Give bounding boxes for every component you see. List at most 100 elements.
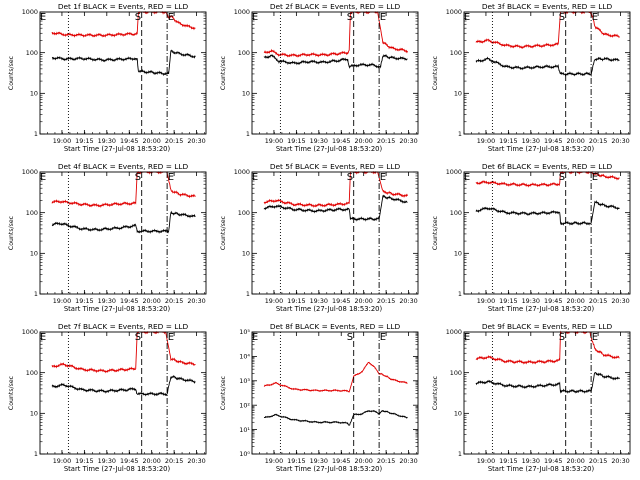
x-tick-label: 19:45 [332, 297, 350, 305]
x-tick-label: 19:45 [332, 137, 350, 145]
series-line-lld [263, 10, 408, 58]
y-tick-label: 1 [34, 130, 38, 138]
x-tick-label: 20:30 [399, 457, 417, 465]
y-axis-label: Counts/sec [432, 55, 439, 90]
y-tick-label: 1000 [446, 8, 462, 16]
x-tick-label: 19:00 [477, 137, 495, 145]
y-axis-label: Counts/sec [220, 375, 227, 410]
x-tick-label: 19:30 [310, 297, 328, 305]
y-tick-label: 1000 [22, 328, 38, 336]
x-tick-label: 19:15 [287, 137, 305, 145]
event-marker-e: E [592, 172, 598, 183]
x-tick-label: 19:15 [75, 297, 93, 305]
y-tick-label: 1000 [234, 8, 250, 16]
plot-frame [463, 171, 631, 295]
x-tick-label: 19:00 [477, 297, 495, 305]
x-tick-label: 19:00 [477, 457, 495, 465]
y-tick-label: 1 [458, 130, 462, 138]
event-marker-e: E [464, 12, 470, 23]
x-axis-label: Start Time (27-Jul-08 18:53:20) [64, 465, 171, 473]
y-tick-label: 100 [238, 209, 250, 217]
x-tick-label: 19:15 [499, 137, 517, 145]
event-marker-e: E [40, 172, 46, 183]
y-tick-label: 10 [30, 250, 38, 258]
event-marker-s: S [347, 172, 353, 183]
x-tick-label: 19:00 [265, 457, 283, 465]
x-tick-label: 19:00 [265, 137, 283, 145]
panel-title: Det 8f BLACK = Events, RED = LLD [270, 322, 401, 331]
x-tick-label: 20:30 [187, 297, 205, 305]
series-line-events [475, 56, 620, 77]
y-tick-label: 100 [450, 209, 462, 217]
x-tick-label: 19:00 [53, 297, 71, 305]
x-tick-label: 20:15 [165, 137, 183, 145]
event-marker-s: S [135, 332, 141, 343]
plot-frame [251, 11, 419, 135]
y-tick-label: 1000 [234, 168, 250, 176]
x-tick-label: 20:15 [589, 297, 607, 305]
y-axis-label: Counts/sec [8, 375, 15, 410]
y-tick-label: 1000 [446, 328, 462, 336]
y-axis-label: Counts/sec [432, 215, 439, 250]
plot-frame [39, 331, 207, 455]
x-tick-label: 19:45 [120, 297, 138, 305]
event-marker-e: E [592, 12, 598, 23]
x-tick-label: 19:00 [265, 297, 283, 305]
y-tick-label: 100 [450, 49, 462, 57]
y-tick-label: 10⁵ [239, 328, 250, 336]
x-tick-label: 20:15 [589, 137, 607, 145]
y-axis-label: Counts/sec [432, 375, 439, 410]
panel-title: Det 5f BLACK = Events, RED = LLD [270, 162, 401, 171]
x-axis-label: Start Time (27-Jul-08 18:53:20) [488, 145, 595, 153]
series-line-lld [51, 10, 196, 38]
event-marker-e: E [168, 332, 174, 343]
series-line-events [51, 49, 196, 77]
event-marker-e: E [592, 332, 598, 343]
x-tick-label: 20:15 [589, 457, 607, 465]
y-tick-label: 10² [239, 401, 250, 409]
y-tick-label: 1000 [22, 8, 38, 16]
panel-title: Det 1f BLACK = Events, RED = LLD [58, 2, 189, 11]
event-marker-s: S [135, 172, 141, 183]
event-marker-s: S [347, 12, 353, 23]
x-tick-label: 19:15 [499, 297, 517, 305]
x-tick-label: 19:30 [310, 457, 328, 465]
x-tick-label: 19:15 [287, 297, 305, 305]
y-tick-label: 100 [26, 49, 38, 57]
plot-frame [463, 11, 631, 135]
event-marker-s: S [559, 332, 565, 343]
series-line-lld [263, 170, 408, 208]
event-marker-e: E [380, 332, 386, 343]
event-marker-e: E [40, 332, 46, 343]
event-marker-s: S [135, 12, 141, 23]
y-tick-label: 100 [450, 369, 462, 377]
x-tick-label: 19:45 [120, 137, 138, 145]
x-tick-label: 20:30 [611, 297, 629, 305]
x-tick-label: 20:00 [566, 137, 584, 145]
y-tick-label: 100 [26, 369, 38, 377]
y-tick-label: 10 [30, 410, 38, 418]
x-tick-label: 20:30 [399, 297, 417, 305]
y-tick-label: 100 [26, 209, 38, 217]
y-tick-label: 1 [34, 450, 38, 458]
series-line-events [51, 210, 196, 234]
x-tick-label: 20:00 [566, 297, 584, 305]
panel-title: Det 4f BLACK = Events, RED = LLD [58, 162, 189, 171]
y-tick-label: 10⁴ [239, 353, 250, 361]
y-tick-label: 1 [458, 450, 462, 458]
event-marker-e: E [168, 12, 174, 23]
y-axis-label: Counts/sec [8, 55, 15, 90]
panel-title: Det 3f BLACK = Events, RED = LLD [482, 2, 613, 11]
x-tick-label: 20:00 [354, 297, 372, 305]
y-tick-label: 10¹ [239, 426, 250, 434]
x-tick-label: 20:15 [165, 457, 183, 465]
event-marker-e: E [464, 332, 470, 343]
x-tick-label: 19:30 [98, 297, 116, 305]
